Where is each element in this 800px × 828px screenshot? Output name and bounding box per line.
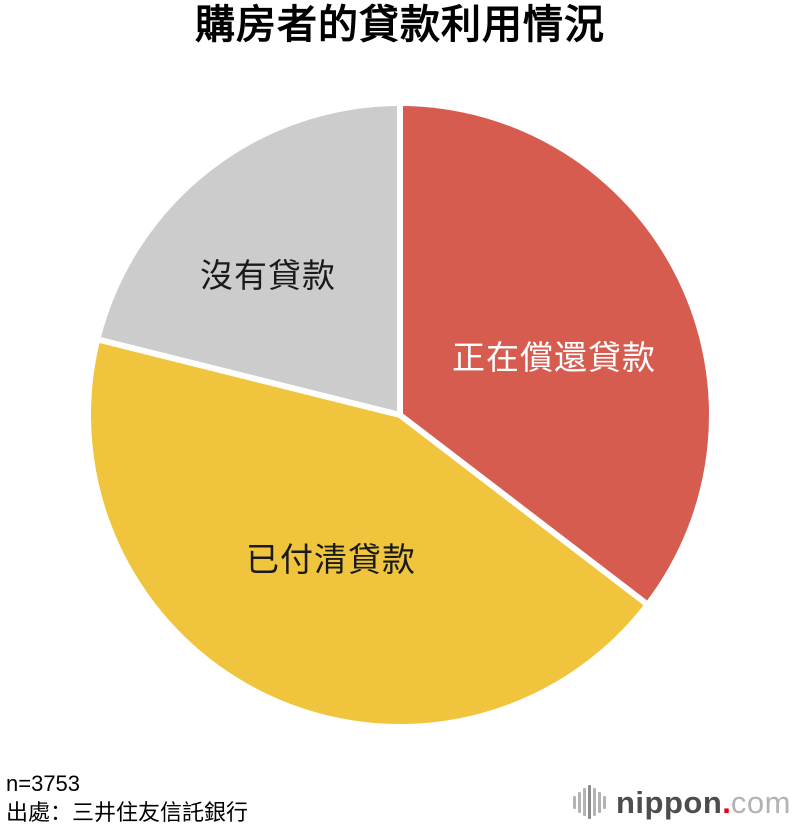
pie-slice	[91, 340, 646, 724]
logo-text-com: com	[730, 784, 791, 820]
slice-separator	[99, 337, 401, 418]
pie-svg	[91, 106, 709, 724]
slice-separator	[398, 412, 648, 606]
nippon-logo-text: nippon.com	[616, 787, 791, 818]
logo-text-nippon: nippon	[616, 784, 723, 820]
footnote: n=3753 出處：三井住友信託銀行	[6, 769, 248, 827]
slice-label-repaying-loan: 正在償還貸款	[452, 339, 656, 376]
pie-slice	[400, 106, 709, 603]
logo-text-dot: .	[722, 784, 731, 820]
soundwave-icon	[572, 784, 607, 820]
sample-size: n=3753	[6, 771, 81, 796]
source-credit: 出處：三井住友信託銀行	[6, 800, 249, 825]
pie-slice	[100, 106, 401, 415]
pie-chart: 正在償還貸款 已付清貸款 沒有貸款	[90, 105, 710, 725]
slice-label-no-loan: 沒有貸款	[200, 257, 336, 294]
chart-title: 購房者的貸款利用情況	[195, 3, 605, 47]
slice-label-paid-off-loan: 已付清貸款	[246, 541, 416, 578]
nippon-logo: nippon.com	[572, 784, 791, 820]
